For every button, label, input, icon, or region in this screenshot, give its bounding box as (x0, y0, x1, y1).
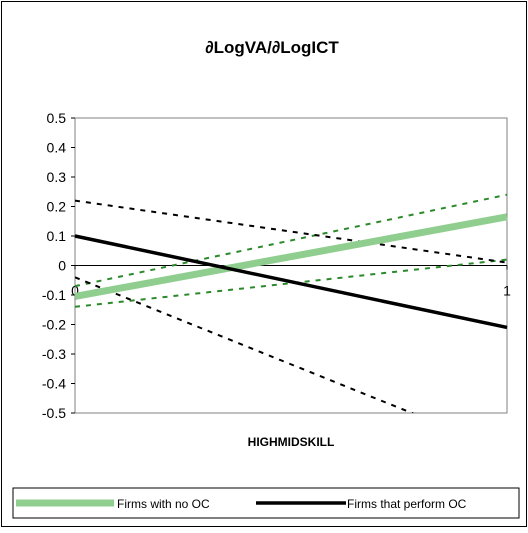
y-tick-label: 0.5 (47, 110, 67, 126)
y-tick-label: -0.1 (42, 287, 66, 303)
x-axis-label: HIGHMIDSKILL (248, 435, 335, 449)
y-tick-label: -0.4 (42, 376, 66, 392)
band-upper-firms-that-perform-oc (75, 199, 507, 264)
y-tick-label: 0.4 (47, 140, 67, 156)
y-tick-label: 0.3 (47, 169, 67, 185)
series-lines (74, 213, 508, 330)
y-tick-label: 0.2 (47, 199, 67, 215)
x-tick-label: 1 (503, 283, 511, 299)
series-line-firms-with-no-oc (74, 213, 508, 300)
y-tick-label: 0.1 (47, 228, 67, 244)
y-tick-label: -0.3 (42, 346, 66, 362)
legend-label-firms-perform-oc: Firms that perform OC (347, 497, 467, 511)
y-tick-label: -0.2 (42, 317, 66, 333)
chart-title: ∂LogVA/∂LogICT (205, 38, 339, 57)
legend-label-firms-no-oc: Firms with no OC (117, 497, 210, 511)
band-lower-firms-that-perform-oc (75, 276, 415, 413)
y-tick-label: 0 (58, 258, 66, 274)
band-upper-firms-with-no-oc (75, 193, 507, 288)
y-axis: 0.5 0.4 0.3 0.2 0.1 0 -0.1 -0.2 -0.3 -0.4 -0.5 (42, 110, 75, 421)
confidence-bands (75, 193, 507, 413)
y-tick-label: -0.5 (42, 405, 66, 421)
legend: Firms with no OC Firms that perform OC (12, 487, 520, 519)
x-tick-label: 0 (71, 283, 79, 299)
series-line-firms-that-perform-oc (74, 234, 508, 330)
